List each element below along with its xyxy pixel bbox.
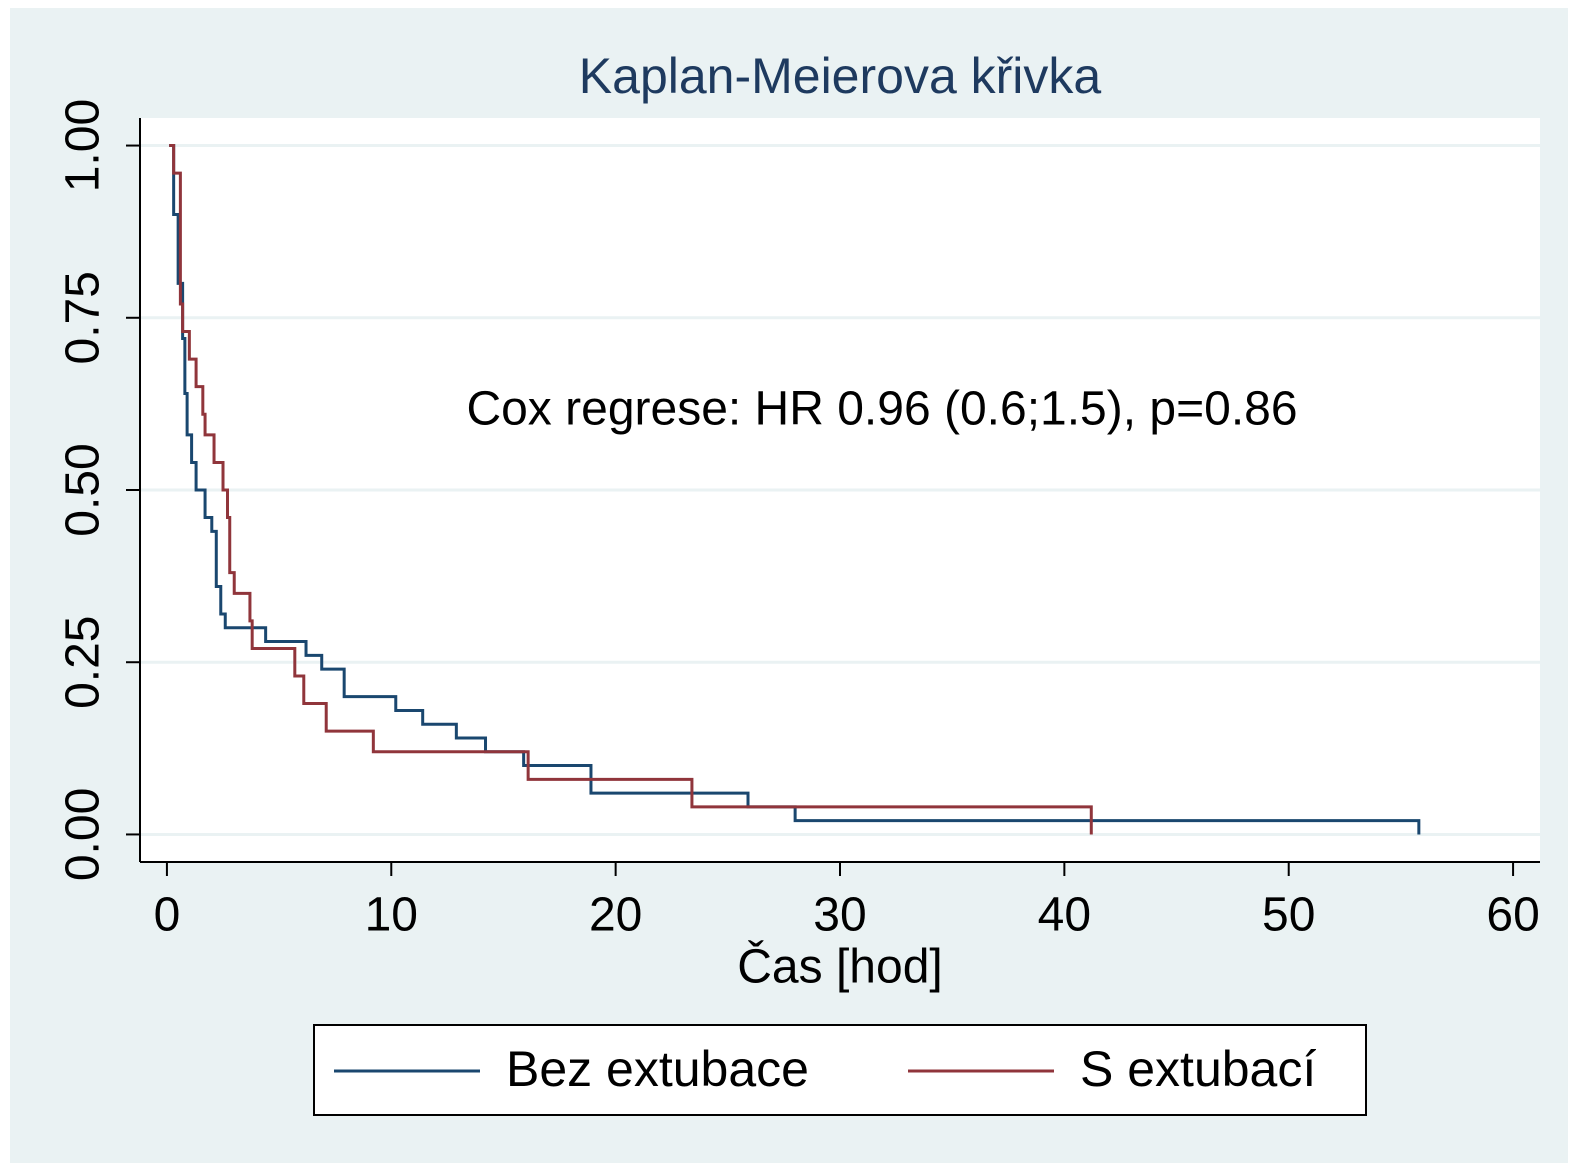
y-tick-label: 0.75 xyxy=(57,271,110,364)
x-axis-label: Čas [hod] xyxy=(737,940,942,994)
legend-label: Bez extubace xyxy=(506,1041,809,1097)
y-tick-label: 0.00 xyxy=(57,788,110,881)
x-tick-label: 50 xyxy=(1262,889,1315,942)
legend-label: S extubací xyxy=(1080,1041,1316,1097)
survival-line xyxy=(169,144,1421,835)
legend xyxy=(313,1024,1367,1116)
x-tick-label: 40 xyxy=(1038,889,1091,942)
survival-line xyxy=(169,144,1093,835)
x-tick-label: 20 xyxy=(589,889,642,942)
y-tick-label: 0.25 xyxy=(57,616,110,709)
x-tick-label: 0 xyxy=(154,889,181,942)
chart-title: Kaplan-Meierova křivka xyxy=(579,48,1102,104)
annotation: Cox regrese: HR 0.96 (0.6;1.5), p=0.86 xyxy=(466,383,1297,436)
y-tick-label: 1.00 xyxy=(57,99,110,192)
x-tick-label: 60 xyxy=(1486,889,1539,942)
x-tick-label: 30 xyxy=(813,889,866,942)
x-tick-label: 10 xyxy=(365,889,418,942)
y-tick-label: 0.50 xyxy=(57,443,110,536)
